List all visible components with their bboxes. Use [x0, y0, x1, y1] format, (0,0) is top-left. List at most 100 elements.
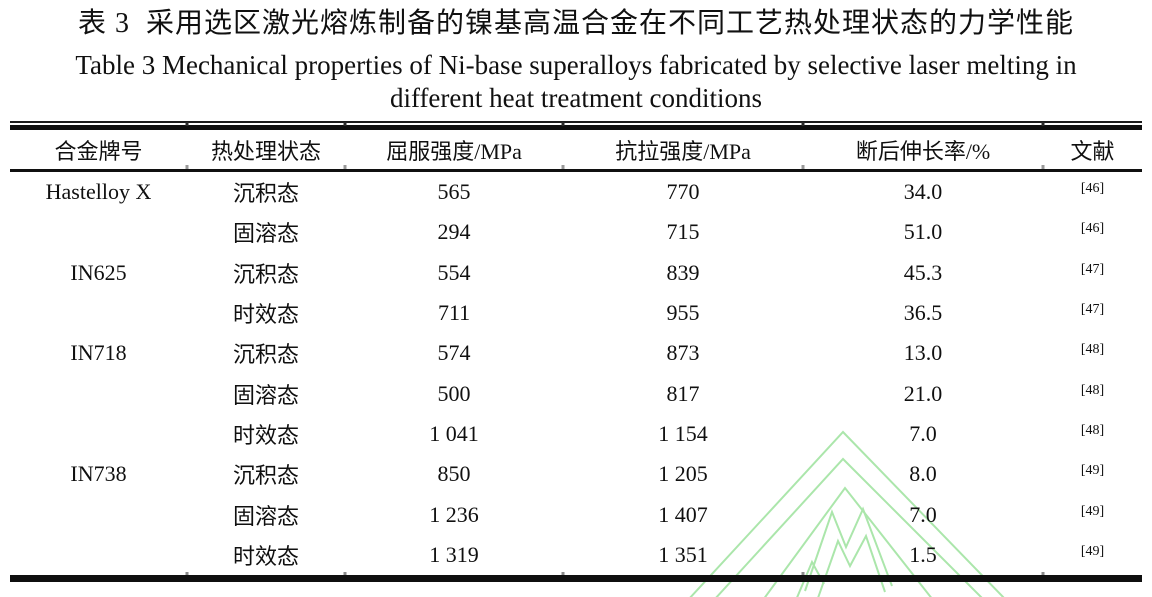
tensile-strength-cell: 1 205	[658, 461, 708, 487]
tensile-strength-cell: 839	[666, 259, 700, 285]
alloy-cell	[10, 212, 187, 252]
heat-treatment-cell: 沉积态	[233, 181, 300, 207]
heat-treatment-cell: 固溶态	[233, 503, 300, 529]
table-caption-english: Table 3 Mechanical properties of Ni-base…	[0, 49, 1152, 115]
table-header: 合金牌号 热处理状态 屈服强度/MPa 抗拉强度/MPa 断后伸长率/% 文献	[10, 130, 1142, 172]
tensile-strength-cell: 1 407	[658, 501, 708, 527]
table-row: 时效态 1 041 1 154 7.0 [48]	[10, 414, 1142, 454]
alloy-cell	[10, 535, 187, 575]
alloy-cell: IN738	[70, 461, 127, 487]
reference-superscript: [49]	[1080, 503, 1105, 519]
elongation-cell: 34.0	[903, 179, 943, 205]
reference-cell: [49]	[1043, 454, 1142, 494]
alloy-cell	[10, 373, 187, 413]
alloy-cell	[10, 494, 187, 534]
column-header-yield-strength: 屈服强度/MPa	[345, 130, 564, 172]
reference-cell: [47]	[1043, 253, 1142, 293]
reference-superscript: [48]	[1080, 382, 1105, 398]
tensile-strength-cell: 1 154	[658, 420, 708, 446]
elongation-cell: 51.0	[903, 219, 943, 245]
heat-treatment-cell: 沉积态	[233, 463, 300, 489]
column-header-reference: 文献	[1043, 130, 1142, 172]
alloy-cell	[10, 414, 187, 454]
reference-superscript: [48]	[1080, 342, 1105, 358]
yield-strength-cell: 1 319	[429, 541, 479, 567]
reference-cell: [47]	[1043, 293, 1142, 333]
tensile-strength-cell: 715	[666, 219, 700, 245]
alloy-cell: IN718	[70, 340, 127, 366]
alloy-cell	[10, 293, 187, 333]
table-row: Hastelloy X 沉积态 565 770 34.0 [46]	[10, 171, 1142, 213]
yield-strength-cell: 500	[437, 380, 471, 406]
elongation-cell: 1.5	[909, 541, 937, 567]
elongation-cell: 36.5	[903, 300, 943, 326]
reference-superscript: [49]	[1080, 543, 1105, 559]
mechanical-properties-table: 合金牌号 热处理状态 屈服强度/MPa 抗拉强度/MPa 断后伸长率/% 文献 …	[10, 130, 1142, 575]
column-boundary-tick	[185, 571, 189, 575]
table-caption-english-line2: different heat treatment conditions	[389, 83, 763, 113]
table-row: IN718 沉积态 574 873 13.0 [48]	[10, 333, 1142, 373]
column-boundary-tick	[1041, 571, 1045, 575]
table-row: IN738 沉积态 850 1 205 8.0 [49]	[10, 454, 1142, 494]
column-boundary-tick	[185, 122, 189, 126]
header-row: 合金牌号 热处理状态 屈服强度/MPa 抗拉强度/MPa 断后伸长率/% 文献	[10, 130, 1142, 172]
column-header-alloy: 合金牌号	[10, 130, 188, 172]
elongation-cell: 45.3	[903, 259, 943, 285]
column-header-tensile-strength: 抗拉强度/MPa	[563, 130, 804, 172]
yield-strength-cell: 554	[437, 259, 471, 285]
heat-treatment-cell: 固溶态	[233, 382, 300, 408]
tensile-strength-cell: 1 351	[658, 541, 708, 567]
alloy-cell: Hastelloy X	[45, 179, 152, 205]
heat-treatment-cell: 固溶态	[233, 221, 300, 247]
heat-treatment-cell: 时效态	[233, 422, 300, 448]
tensile-strength-cell: 817	[666, 380, 700, 406]
column-boundary-tick	[561, 571, 565, 575]
column-boundary-tick	[185, 165, 189, 169]
heat-treatment-cell: 时效态	[233, 302, 300, 328]
figure-content: 表 3 采用选区激光熔炼制备的镍基高温合金在不同工艺热处理状态的力学性能 Tab…	[0, 8, 1152, 582]
column-boundary-tick	[1041, 122, 1045, 126]
table-row: 固溶态 294 715 51.0 [46]	[10, 212, 1142, 252]
column-boundary-tick	[801, 122, 805, 126]
table-caption-english-line1: Table 3 Mechanical properties of Ni-base…	[75, 50, 1077, 80]
reference-cell: [46]	[1043, 171, 1142, 213]
column-header-elongation: 断后伸长率/%	[803, 130, 1044, 172]
elongation-cell: 7.0	[909, 420, 937, 446]
table-body: Hastelloy X 沉积态 565 770 34.0 [46] 固溶态 29…	[10, 171, 1142, 575]
yield-strength-cell: 1 041	[429, 420, 479, 446]
column-boundary-tick	[801, 571, 805, 575]
table-caption-chinese: 表 3 采用选区激光熔炼制备的镍基高温合金在不同工艺热处理状态的力学性能	[77, 8, 1074, 39]
table-bottom-rule	[10, 571, 1142, 582]
column-header-heat-treatment: 热处理状态	[187, 130, 346, 172]
yield-strength-cell: 294	[437, 219, 471, 245]
reference-superscript: [49]	[1080, 463, 1105, 479]
column-boundary-tick	[561, 122, 565, 126]
reference-superscript: [46]	[1080, 181, 1105, 197]
data-table-wrapper: 合金牌号 热处理状态 屈服强度/MPa 抗拉强度/MPa 断后伸长率/% 文献 …	[10, 121, 1142, 582]
tensile-strength-cell: 955	[666, 300, 700, 326]
yield-strength-cell: 850	[437, 461, 471, 487]
reference-cell: [46]	[1043, 212, 1142, 252]
tensile-strength-cell: 873	[666, 340, 700, 366]
reference-cell: [48]	[1043, 333, 1142, 373]
reference-cell: [48]	[1043, 373, 1142, 413]
reference-cell: [49]	[1043, 494, 1142, 534]
reference-superscript: [48]	[1080, 422, 1105, 438]
heat-treatment-cell: 沉积态	[233, 342, 300, 368]
elongation-cell: 7.0	[909, 501, 937, 527]
yield-strength-cell: 1 236	[429, 501, 479, 527]
reference-superscript: [47]	[1080, 302, 1105, 318]
elongation-cell: 8.0	[909, 461, 937, 487]
column-boundary-tick	[343, 122, 347, 126]
table-row: 固溶态 500 817 21.0 [48]	[10, 373, 1142, 413]
column-boundary-tick	[801, 165, 805, 169]
elongation-cell: 21.0	[903, 380, 943, 406]
column-boundary-tick	[1041, 165, 1045, 169]
reference-cell: [49]	[1043, 535, 1142, 575]
elongation-cell: 13.0	[903, 340, 943, 366]
table-row: 时效态 1 319 1 351 1.5 [49]	[10, 535, 1142, 575]
reference-superscript: [47]	[1080, 261, 1105, 277]
table-row: 时效态 711 955 36.5 [47]	[10, 293, 1142, 333]
column-boundary-tick	[343, 165, 347, 169]
